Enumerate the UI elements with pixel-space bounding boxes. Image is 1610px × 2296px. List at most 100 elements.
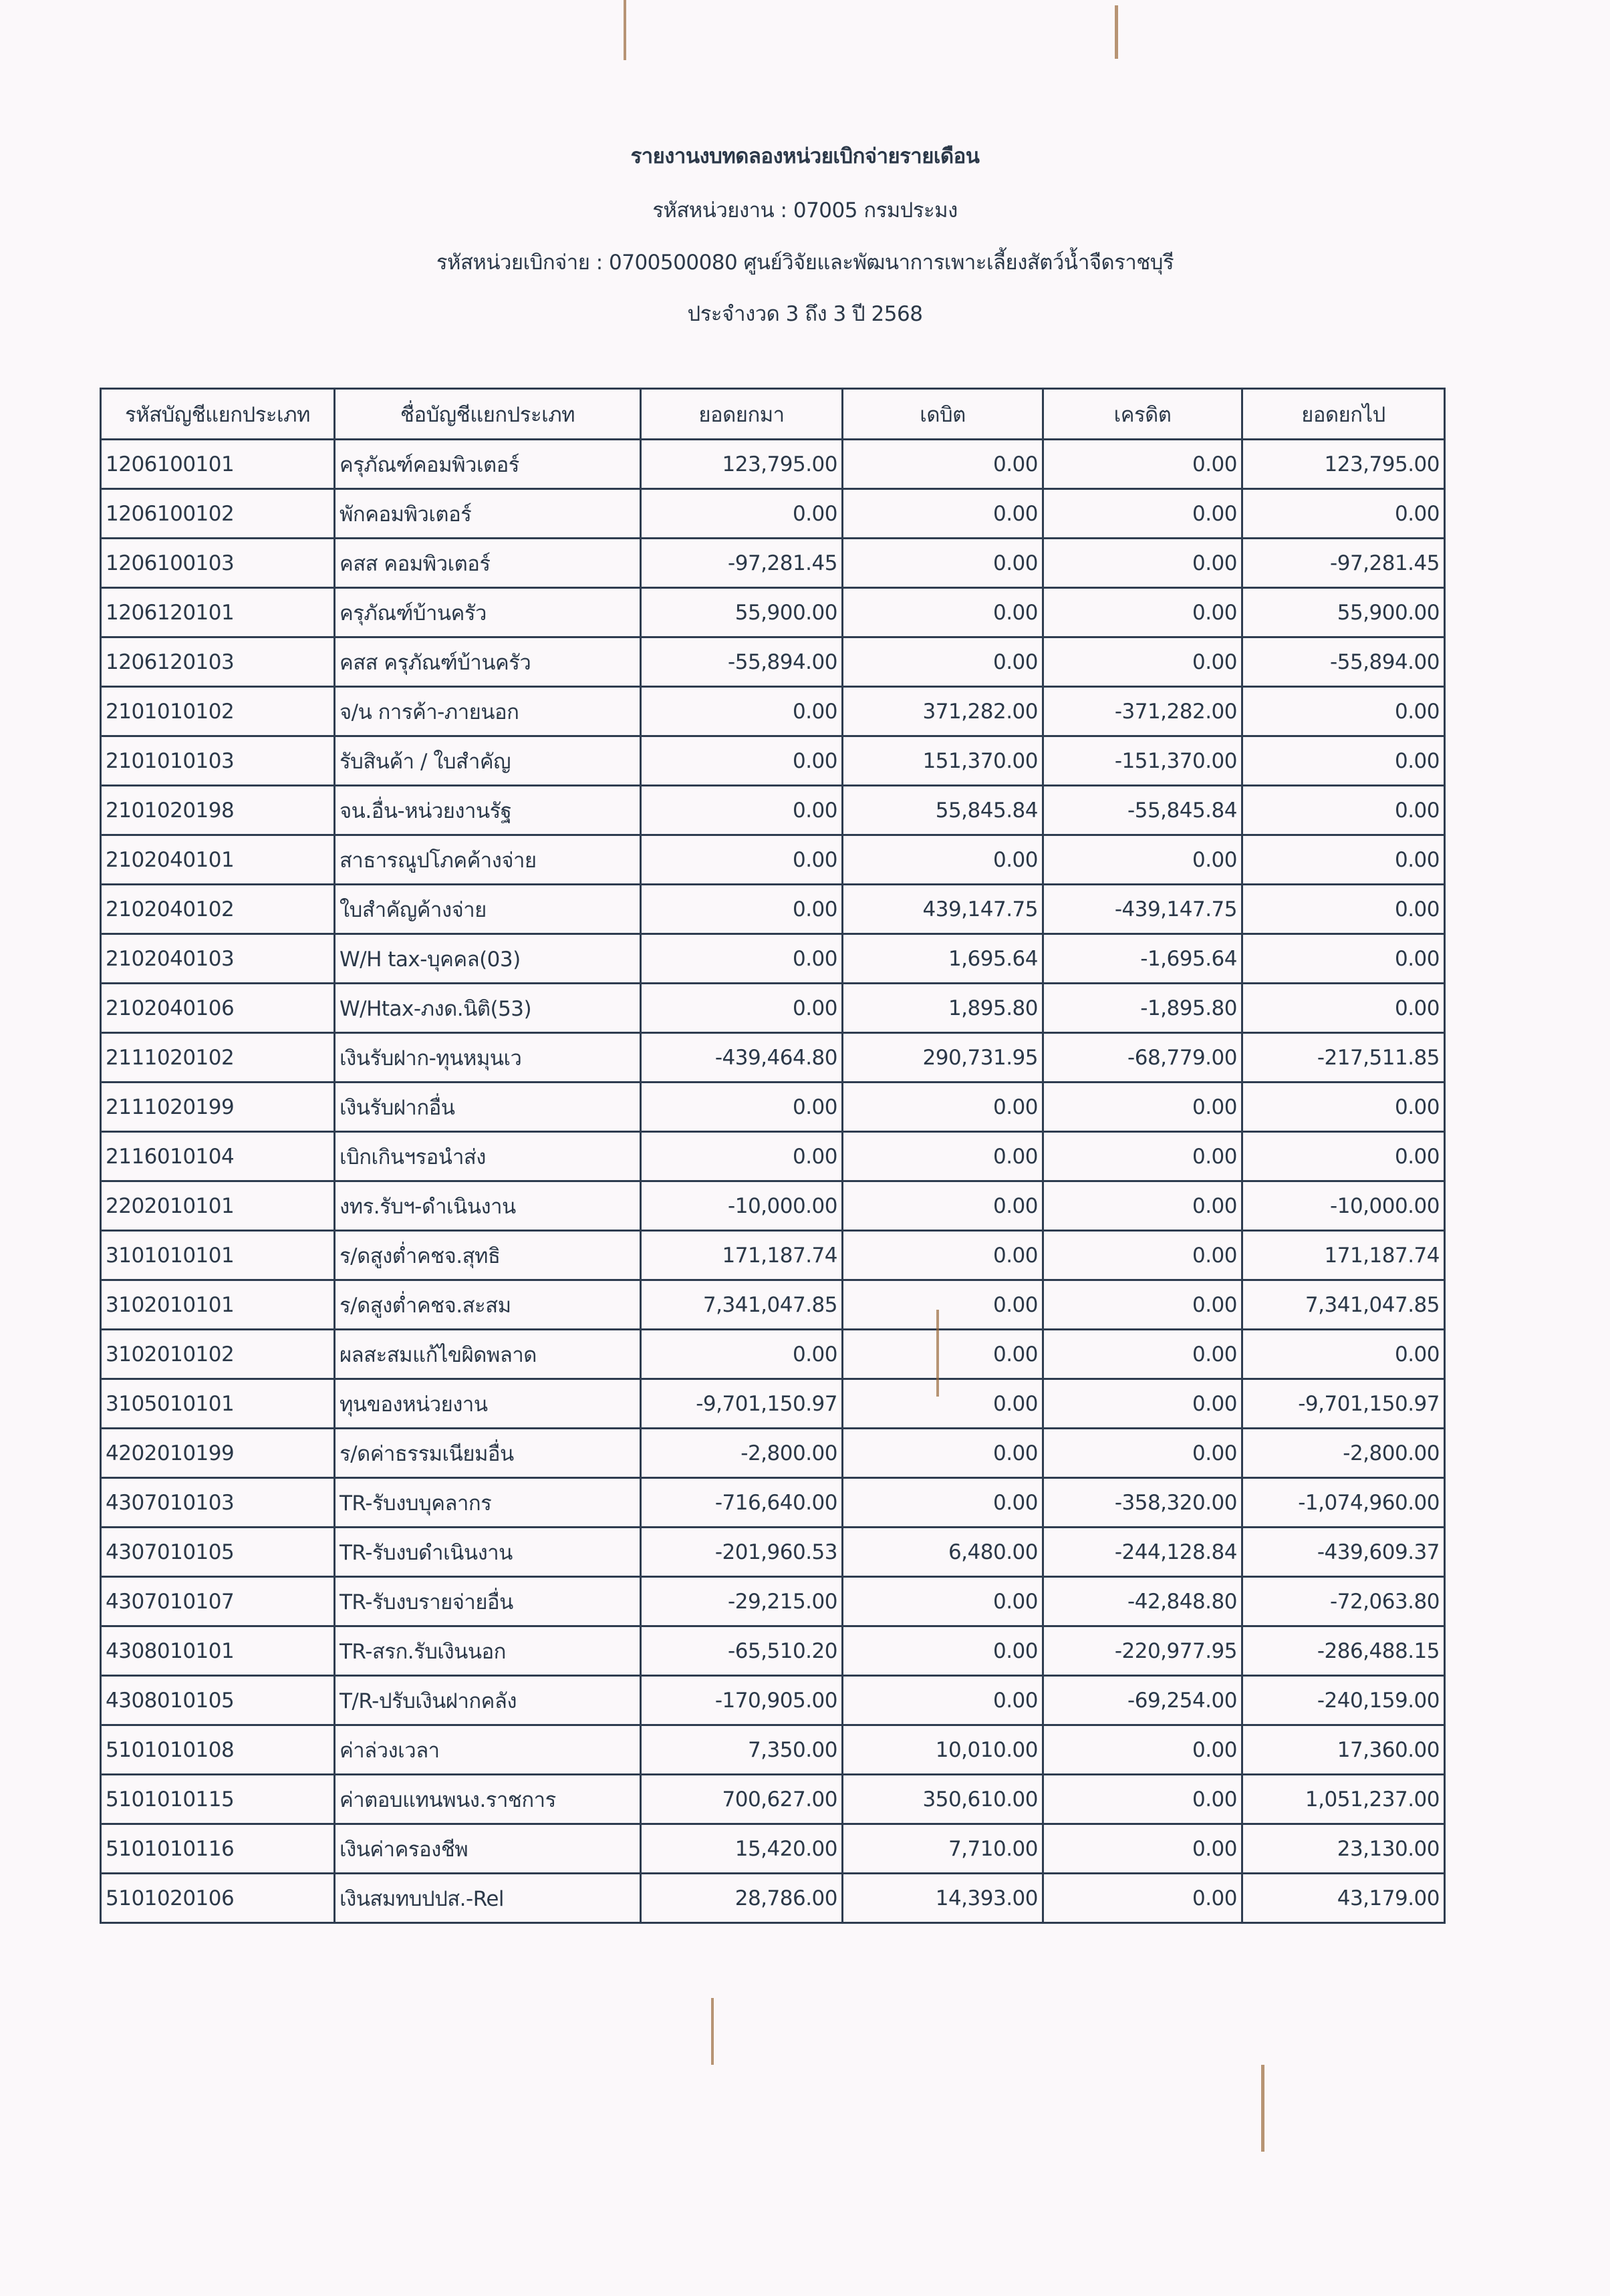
- opening-balance-cell: 7,341,047.85: [640, 1279, 843, 1330]
- closing-balance-cell: 171,187.74: [1241, 1230, 1446, 1281]
- credit-cell: 0.00: [1042, 1230, 1243, 1281]
- account-code-cell: 4307010105: [100, 1526, 336, 1578]
- closing-balance-cell: 0.00: [1241, 834, 1446, 885]
- debit-cell: 0.00: [841, 1230, 1044, 1281]
- account-name-cell: ทุนของหน่วยงาน: [333, 1378, 642, 1429]
- credit-cell: 0.00: [1042, 1427, 1243, 1479]
- table-body: 1206100101 ครุภัณฑ์คอมพิวเตอร์ 123,795.00 0…: [100, 438, 1446, 1924]
- col-header-credit: เครดิต: [1042, 388, 1243, 440]
- table-row: 2102040102 ใบสำคัญค้างจ่าย 0.00 439,147.75-…: [100, 883, 1446, 935]
- credit-cell: -1,895.80: [1042, 982, 1243, 1034]
- credit-cell: 0.00: [1042, 1279, 1243, 1330]
- debit-cell: 14,393.00: [841, 1872, 1044, 1924]
- account-name-cell: จน.อื่น-หน่วยงานรัฐ: [333, 784, 642, 836]
- closing-balance-cell: -240,159.00: [1241, 1675, 1446, 1726]
- debit-cell: 0.00: [841, 636, 1044, 688]
- account-name-cell: W/H tax-บุคคล(03): [333, 933, 642, 984]
- account-code-cell: 4308010105: [100, 1675, 336, 1726]
- scan-speck: [1261, 2065, 1264, 2152]
- table-row: 2116010104 เบิกเกินฯรอนำส่ง 0.00 0.00 0.00 0.…: [100, 1131, 1446, 1182]
- account-code-cell: 5101010115: [100, 1773, 336, 1825]
- opening-balance-cell: -2,800.00: [640, 1427, 843, 1479]
- disbursing-unit-code: รหัสหน่วยเบิกจ่าย : 0700500080 ศูนย์วิจั…: [436, 251, 1174, 275]
- debit-cell: 0.00: [841, 1081, 1044, 1133]
- account-name-cell: เงินรับฝาก-ทุนหมุนเว: [333, 1032, 642, 1083]
- opening-balance-cell: 0.00: [640, 1081, 843, 1133]
- col-header-account-code: รหัสบัญชีแยกประเภท: [100, 388, 336, 440]
- closing-balance-cell: -9,701,150.97: [1241, 1378, 1446, 1429]
- opening-balance-cell: 700,627.00: [640, 1773, 843, 1825]
- debit-cell: 1,695.64: [841, 933, 1044, 984]
- closing-balance-cell: 0.00: [1241, 933, 1446, 984]
- credit-cell: -371,282.00: [1042, 686, 1243, 737]
- credit-cell: 0.00: [1042, 1724, 1243, 1775]
- account-code-cell: 4308010101: [100, 1625, 336, 1677]
- opening-balance-cell: 0.00: [640, 1328, 843, 1380]
- account-code-cell: 1206100101: [100, 438, 336, 490]
- account-name-cell: TR-รับงบดำเนินงาน: [333, 1526, 642, 1578]
- closing-balance-cell: -439,609.37: [1241, 1526, 1446, 1578]
- account-code-cell: 2102040106: [100, 982, 336, 1034]
- debit-cell: 0.00: [841, 1279, 1044, 1330]
- table-row: 4307010103 TR-รับงบบุคลากร -716,640.00 0.00…: [100, 1477, 1446, 1528]
- table-row: 1206120103 คสส ครุภัณฑ์บ้านครัว -55,894.00…: [100, 636, 1446, 688]
- account-name-cell: TR-รับงบบุคลากร: [333, 1477, 642, 1528]
- debit-cell: 10,010.00: [841, 1724, 1044, 1775]
- scan-speck: [711, 1998, 714, 2065]
- account-code-cell: 2102040102: [100, 883, 336, 935]
- credit-cell: -55,845.84: [1042, 784, 1243, 836]
- account-code-cell: 2102040103: [100, 933, 336, 984]
- opening-balance-cell: 0.00: [640, 883, 843, 935]
- table-row: 5101010116 เงินค่าครองชีพ 15,420.00 7,710.0…: [100, 1823, 1446, 1874]
- account-name-cell: เงินค่าครองชีพ: [333, 1823, 642, 1874]
- col-header-opening-balance: ยอดยกมา: [640, 388, 843, 440]
- account-name-cell: W/Htax-ภงด.นิติ(53): [333, 982, 642, 1034]
- opening-balance-cell: 15,420.00: [640, 1823, 843, 1874]
- closing-balance-cell: -2,800.00: [1241, 1427, 1446, 1479]
- account-name-cell: ใบสำคัญค้างจ่าย: [333, 883, 642, 935]
- credit-cell: -358,320.00: [1042, 1477, 1243, 1528]
- account-code-cell: 3101010101: [100, 1230, 336, 1281]
- debit-cell: 0.00: [841, 1427, 1044, 1479]
- table-row: 5101020106 เงินสมทบปปส.-Rel 28,786.00 14,39…: [100, 1872, 1446, 1924]
- table-row: 4308010101 TR-สรก.รับเงินนอก -65,510.20 0.0…: [100, 1625, 1446, 1677]
- table-row: 2202010101 งทร.รับฯ-ดำเนินงาน -10,000.00 0.…: [100, 1180, 1446, 1232]
- table-row: 4308010105 T/R-ปรับเงินฝากคลัง -170,905.00…: [100, 1675, 1446, 1726]
- account-code-cell: 5101010108: [100, 1724, 336, 1775]
- opening-balance-cell: -97,281.45: [640, 537, 843, 589]
- opening-balance-cell: -29,215.00: [640, 1576, 843, 1627]
- credit-cell: 0.00: [1042, 1328, 1243, 1380]
- col-header-account-name: ชื่อบัญชีแยกประเภท: [333, 388, 642, 440]
- table-row: 4307010107 TR-รับงบรายจ่ายอื่น -29,215.00 0…: [100, 1576, 1446, 1627]
- account-code-cell: 2101010103: [100, 735, 336, 786]
- table-row: 4202010199 ร/ดค่าธรรมเนียมอื่น -2,800.00 0.…: [100, 1427, 1446, 1479]
- closing-balance-cell: -97,281.45: [1241, 537, 1446, 589]
- account-name-cell: TR-รับงบรายจ่ายอื่น: [333, 1576, 642, 1627]
- opening-balance-cell: -55,894.00: [640, 636, 843, 688]
- credit-cell: 0.00: [1042, 1378, 1243, 1429]
- trial-balance-table: รหัสบัญชีแยกประเภท ชื่อบัญชีแยกประเภท ยอ…: [100, 388, 1446, 1924]
- credit-cell: 0.00: [1042, 537, 1243, 589]
- debit-cell: 0.00: [841, 1131, 1044, 1182]
- account-name-cell: ร/ดสูงต่ำคชจ.สะสม: [333, 1279, 642, 1330]
- credit-cell: -244,128.84: [1042, 1526, 1243, 1578]
- debit-cell: 151,370.00: [841, 735, 1044, 786]
- closing-balance-cell: -286,488.15: [1241, 1625, 1446, 1677]
- table-row: 1206120101 ครุภัณฑ์บ้านครัว 55,900.00 0.00 0…: [100, 587, 1446, 638]
- account-code-cell: 2111020102: [100, 1032, 336, 1083]
- account-code-cell: 2111020199: [100, 1081, 336, 1133]
- account-code-cell: 2102040101: [100, 834, 336, 885]
- scan-speck: [1115, 5, 1118, 59]
- opening-balance-cell: 55,900.00: [640, 587, 843, 638]
- debit-cell: 0.00: [841, 1675, 1044, 1726]
- table-row: 2111020199 เงินรับฝากอื่น 0.00 0.00 0.00 0.00: [100, 1081, 1446, 1133]
- opening-balance-cell: 0.00: [640, 1131, 843, 1182]
- closing-balance-cell: 7,341,047.85: [1241, 1279, 1446, 1330]
- opening-balance-cell: -439,464.80: [640, 1032, 843, 1083]
- table-row: 3102010101 ร/ดสูงต่ำคชจ.สะสม 7,341,047.85 0…: [100, 1279, 1446, 1330]
- account-name-cell: คสส ครุภัณฑ์บ้านครัว: [333, 636, 642, 688]
- opening-balance-cell: 0.00: [640, 784, 843, 836]
- table-row: 5101010108 ค่าล่วงเวลา 7,350.00 10,010.00 0.…: [100, 1724, 1446, 1775]
- opening-balance-cell: 123,795.00: [640, 438, 843, 490]
- closing-balance-cell: 0.00: [1241, 784, 1446, 836]
